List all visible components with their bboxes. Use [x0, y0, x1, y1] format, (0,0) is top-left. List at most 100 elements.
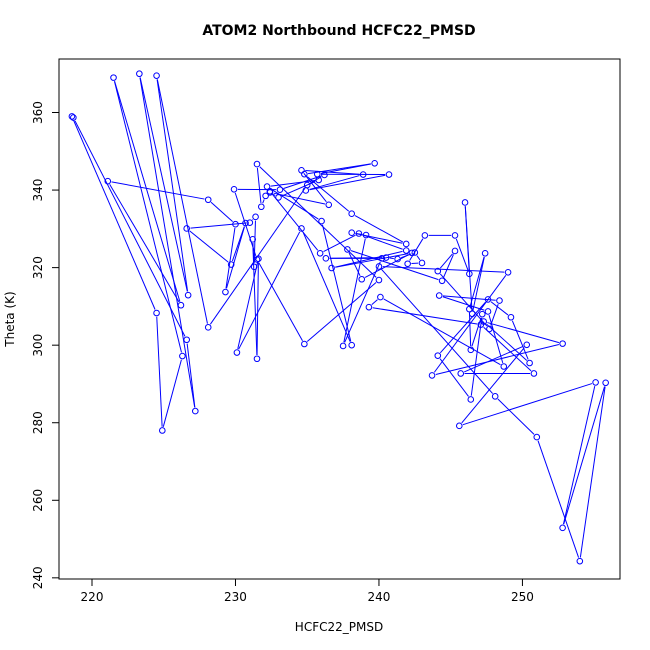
series-segment	[270, 179, 315, 187]
series-segment	[309, 175, 360, 190]
series-segment	[253, 220, 256, 264]
series-segment	[469, 256, 485, 306]
data-point	[250, 263, 258, 271]
data-point	[456, 422, 463, 430]
series-segment	[271, 193, 319, 251]
series-segment	[283, 175, 321, 189]
data-point	[491, 393, 499, 400]
series-segment	[262, 199, 265, 204]
data-point	[266, 187, 274, 195]
data-point	[104, 177, 112, 185]
data-point	[592, 379, 599, 386]
data-point	[559, 340, 566, 347]
series-segment	[156, 79, 189, 292]
data-point	[507, 313, 515, 321]
series-segment	[156, 316, 163, 427]
series-segment	[537, 440, 580, 558]
data-point	[371, 160, 378, 167]
data-point	[375, 276, 383, 284]
series-segment	[389, 257, 394, 260]
series-segment	[321, 224, 352, 342]
x-tick-label: 220	[81, 590, 104, 604]
data-point	[466, 305, 473, 313]
series-segment	[381, 268, 494, 394]
series-segment	[439, 358, 469, 397]
data-point	[526, 359, 533, 367]
series-segment	[439, 301, 486, 354]
series-segment	[490, 303, 499, 326]
data-point	[339, 342, 347, 350]
series-segment	[483, 326, 532, 372]
series-segment	[439, 273, 488, 327]
y-tick-label: 360	[31, 101, 45, 124]
series-segment	[354, 215, 404, 243]
series-segment	[305, 170, 360, 175]
data-point	[523, 341, 531, 349]
data-point	[418, 259, 426, 267]
data-point	[394, 255, 401, 263]
series-segment	[335, 253, 409, 268]
series-segment	[464, 206, 473, 311]
data-point	[233, 349, 241, 356]
data-point	[110, 74, 117, 81]
x-axis: 220 230 240 250	[81, 578, 534, 604]
series-segment	[306, 282, 377, 342]
data-point	[359, 171, 367, 178]
data-point	[530, 370, 538, 377]
data-point	[421, 232, 429, 239]
series-segment	[490, 301, 509, 316]
series-segment	[442, 295, 496, 301]
series-segment	[487, 322, 560, 344]
data-point	[559, 524, 566, 532]
data-point	[378, 255, 386, 262]
data-point	[153, 72, 160, 79]
series-segment	[109, 184, 180, 303]
data-point	[68, 113, 76, 120]
series-segment	[562, 385, 596, 525]
data-point	[321, 171, 328, 179]
x-tick-label: 250	[511, 590, 534, 604]
data-point	[486, 325, 493, 333]
data-point	[227, 261, 235, 268]
series-points	[68, 70, 609, 565]
series-segment	[156, 79, 208, 324]
data-point	[204, 324, 212, 331]
data-point	[344, 246, 351, 253]
x-tick-label: 230	[224, 590, 247, 604]
series-segment	[111, 181, 205, 200]
series-segment	[189, 230, 229, 263]
data-point	[328, 264, 335, 272]
data-point	[298, 225, 305, 232]
data-point	[322, 255, 330, 262]
data-point	[533, 433, 541, 441]
series-segment	[323, 234, 356, 252]
data-point	[159, 427, 166, 434]
series-segment	[256, 262, 259, 355]
y-tick-label: 240	[31, 566, 45, 589]
y-tick-label: 300	[31, 334, 45, 357]
data-point	[275, 194, 282, 201]
data-point	[434, 267, 442, 275]
series-segment	[259, 166, 377, 278]
series-segment	[461, 347, 525, 424]
data-point	[377, 293, 384, 301]
series-segment	[443, 254, 454, 278]
series-segment	[273, 192, 326, 205]
data-point	[183, 225, 190, 232]
data-point	[303, 181, 311, 189]
y-tick-label: 340	[31, 179, 45, 202]
data-point	[402, 247, 410, 254]
data-point	[301, 170, 308, 178]
series-segment	[371, 299, 378, 306]
series-segment	[416, 255, 421, 261]
series-segment	[435, 344, 560, 376]
x-axis-title: HCFC22_PMSD	[295, 620, 383, 634]
series-segment	[563, 386, 606, 525]
series-segment	[497, 398, 535, 435]
series-segment	[256, 167, 262, 204]
series-segment	[464, 345, 524, 373]
data-point	[355, 230, 363, 237]
data-point	[477, 321, 485, 328]
data-point	[316, 249, 324, 257]
